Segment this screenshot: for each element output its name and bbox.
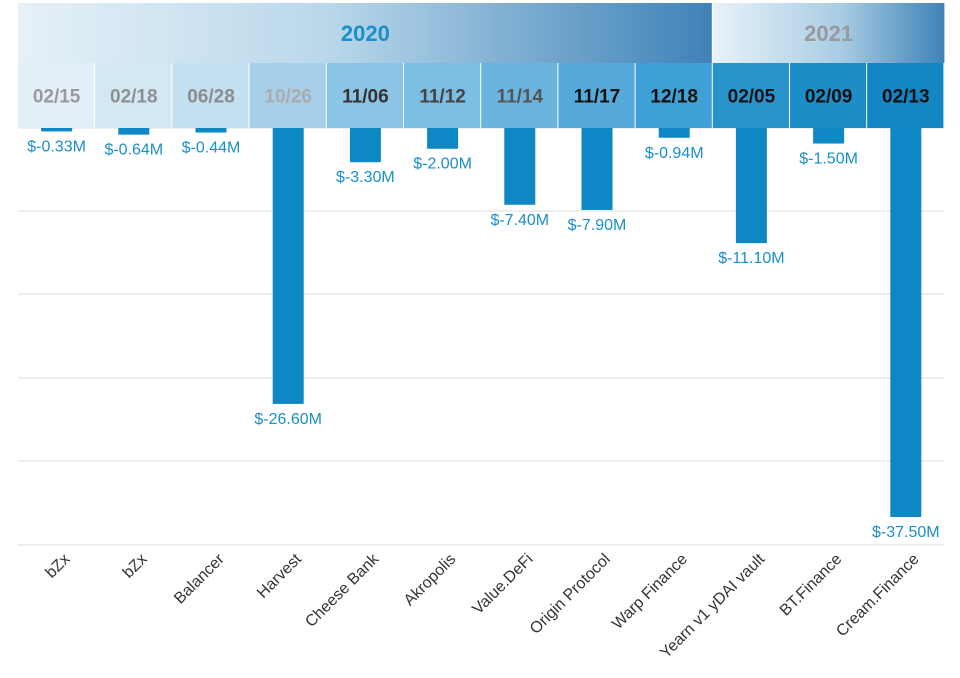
date-cell <box>249 63 326 128</box>
category-label: Warp Finance <box>609 551 691 633</box>
value-label: $-0.94M <box>645 145 704 162</box>
date-label: 02/15 <box>33 87 81 108</box>
date-cell <box>404 63 481 128</box>
value-label: $-0.64M <box>104 142 163 159</box>
category-label: Value.DeFi <box>469 551 536 618</box>
value-label: $-7.40M <box>490 212 549 229</box>
date-label: 10/26 <box>264 87 312 108</box>
bar <box>813 128 845 144</box>
bar <box>658 128 690 138</box>
year-label-2021: 2021 <box>804 21 853 46</box>
date-label: 11/06 <box>342 87 389 108</box>
value-label: $-0.44M <box>182 140 241 157</box>
date-cell <box>172 63 249 128</box>
date-label: 11/17 <box>574 87 621 108</box>
bars <box>41 128 922 517</box>
year-band-2021 <box>712 3 945 63</box>
date-label: 11/12 <box>419 87 466 108</box>
category-label: Balancer <box>171 550 228 607</box>
date-header: 02/15 02/18 06/28 10/26 11/06 11/12 11/14 11/17… <box>18 63 944 128</box>
date-cell <box>95 63 172 128</box>
bar <box>118 128 150 135</box>
value-label: $-26.60M <box>254 411 322 428</box>
category-label: BT.Finance <box>777 551 846 620</box>
date-cell <box>867 63 944 128</box>
date-label: 12/18 <box>650 87 698 108</box>
value-labels: $-0.33M $-0.64M $-0.44M $-26.60M $-3.30M $-2.… <box>27 138 939 541</box>
date-cell <box>790 63 867 128</box>
category-label: bZx <box>120 551 151 582</box>
value-label: $-1.50M <box>799 151 858 168</box>
date-label: 02/18 <box>110 87 158 108</box>
bar <box>504 128 536 205</box>
date-label: 02/09 <box>805 87 853 108</box>
bar <box>41 128 73 132</box>
category-label: Akropolis <box>401 551 460 610</box>
bar <box>195 128 227 133</box>
bar <box>427 128 459 149</box>
category-label: Cheese Bank <box>302 550 383 631</box>
category-label: Cream.Finance <box>833 551 922 640</box>
value-label: $-37.50M <box>872 524 940 541</box>
date-label: 02/05 <box>728 87 776 108</box>
grid-lines <box>18 127 945 546</box>
value-label: $-0.33M <box>27 138 86 155</box>
date-cell <box>635 63 712 128</box>
category-label: bZx <box>43 551 74 582</box>
bar <box>735 128 767 244</box>
date-cell <box>18 63 95 128</box>
date-label: 02/13 <box>882 87 930 108</box>
year-band-2020 <box>18 3 712 63</box>
date-cell <box>558 63 635 128</box>
category-label: Origin Protocol <box>527 551 614 638</box>
bar <box>349 128 381 163</box>
value-label: $-3.30M <box>336 169 395 186</box>
date-cell <box>712 63 789 128</box>
date-cell <box>326 63 403 128</box>
bar <box>890 128 922 517</box>
date-cell <box>481 63 558 128</box>
bar <box>272 128 304 404</box>
bar <box>581 128 613 210</box>
category-label: Harvest <box>254 550 305 601</box>
date-label: 11/14 <box>497 87 544 108</box>
year-header: 2020 2021 <box>18 3 945 63</box>
year-label-2020: 2020 <box>341 21 390 46</box>
value-label: $-11.10M <box>718 250 784 267</box>
value-label: $-7.90M <box>568 217 627 234</box>
date-label: 06/28 <box>187 87 235 108</box>
value-label: $-2.00M <box>413 156 472 173</box>
